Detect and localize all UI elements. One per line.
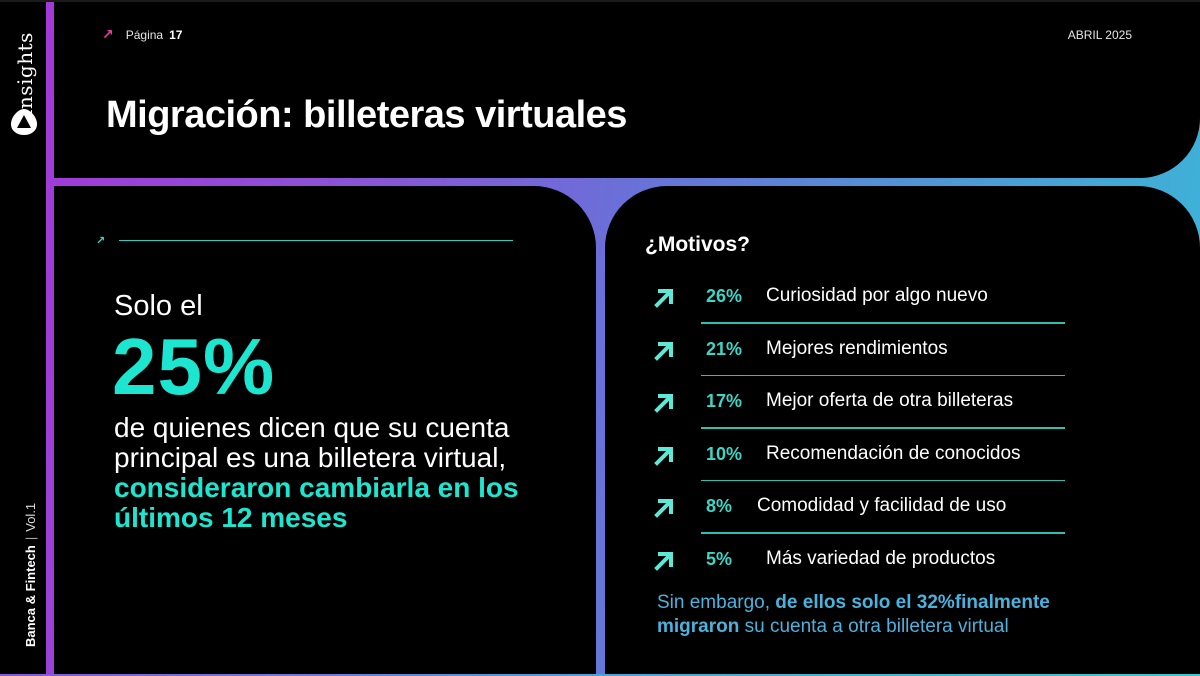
stat-value: 25% (112, 322, 276, 411)
list-item: 17% Mejor oferta de otra billeteras (653, 387, 1065, 440)
arrow-up-right-icon: ↗ (96, 235, 106, 247)
reason-percent: 17% (706, 391, 743, 411)
brand-logo: insights (8, 26, 38, 138)
reason-percent: 5% (706, 548, 733, 569)
stat-description-text: de quienes dicen que su cuenta principal… (114, 412, 510, 473)
divider (701, 427, 1065, 429)
bottom-border (0, 674, 1200, 676)
reason-percent: 10% (706, 443, 743, 464)
list-item: 8% Comodidad y facilidad de uso (653, 492, 1065, 545)
publication-label: Banca & Fintech | Vol.1 (8, 472, 38, 647)
top-border (0, 0, 1200, 2)
page-label: Página (125, 27, 164, 42)
reason-label: Comodidad y facilidad de uso (757, 495, 1007, 516)
stat-intro: Solo el (114, 290, 203, 322)
arrow-up-right-icon: ↗ (102, 26, 114, 42)
sidebar: insights Banca & Fintech | Vol.1 (0, 2, 46, 674)
list-item: 5% Más variedad de productos (653, 545, 1065, 598)
arrow-up-right-icon (654, 446, 673, 466)
footnote-pre: Sin embargo, (657, 592, 776, 613)
divider (701, 479, 1065, 481)
report-date: ABRIL 2025 (1067, 28, 1132, 42)
list-item: 26% Curiosidad por algo nuevo (653, 282, 1065, 335)
stat-highlight: consideraron cambiarla en los últimos 12… (114, 472, 519, 533)
footnote-emphasis: de ellos solo el 32%finalmente migraron (657, 592, 1050, 637)
header-panel: ↗ Página 17 ABRIL 2025 Migración: billet… (54, 2, 1200, 178)
divider (701, 322, 1065, 324)
footnote-post: su cuenta a otra billetera virtual (739, 616, 1009, 637)
logo-mark-icon (11, 109, 37, 135)
accent-rule: ↗ (96, 234, 514, 247)
reason-label: Mejores rendimientos (766, 337, 948, 359)
divider (119, 239, 514, 242)
page-indicator: ↗ Página 17 (102, 26, 182, 43)
series-name: Banca & Fintech (23, 545, 38, 647)
reason-label: Recomendación de conocidos (766, 442, 1021, 464)
divider (701, 374, 1065, 376)
reasons-card: ¿Motivos? 26% Curiosidad por algo nuevo … (605, 186, 1200, 674)
page-number: 17 (169, 27, 183, 42)
reason-percent: 26% (706, 286, 743, 306)
reason-label: Más variedad de productos (766, 547, 996, 569)
reason-label: Curiosidad por algo nuevo (766, 285, 988, 306)
reason-label: Mejor oferta de otra billeteras (766, 390, 1014, 411)
page-title: Migración: billeteras virtuales (106, 94, 627, 136)
arrow-up-right-icon (654, 289, 673, 308)
volume-label: Vol.1 (23, 502, 38, 532)
list-item: 10% Recomendación de conocidos (653, 440, 1065, 493)
logo-text: insights (13, 32, 37, 116)
reason-list: 26% Curiosidad por algo nuevo 21% Mejore… (653, 282, 1065, 597)
arrow-up-right-icon (654, 499, 673, 518)
arrow-up-right-icon (654, 551, 673, 571)
list-item: 21% Mejores rendimientos (653, 335, 1065, 388)
reasons-title: ¿Motivos? (645, 233, 750, 256)
key-stat-card: ↗ Solo el 25% de quienes dicen que su cu… (54, 186, 596, 674)
reason-percent: 8% (706, 496, 733, 516)
separator: | (23, 536, 38, 541)
arrow-up-right-icon (654, 341, 673, 361)
stat-description: de quienes dicen que su cuenta principal… (114, 413, 534, 533)
footnote: Sin embargo, de ellos solo el 32%finalme… (657, 591, 1127, 639)
divider (701, 532, 1065, 534)
reason-percent: 21% (706, 338, 743, 359)
arrow-up-right-icon (654, 394, 673, 413)
